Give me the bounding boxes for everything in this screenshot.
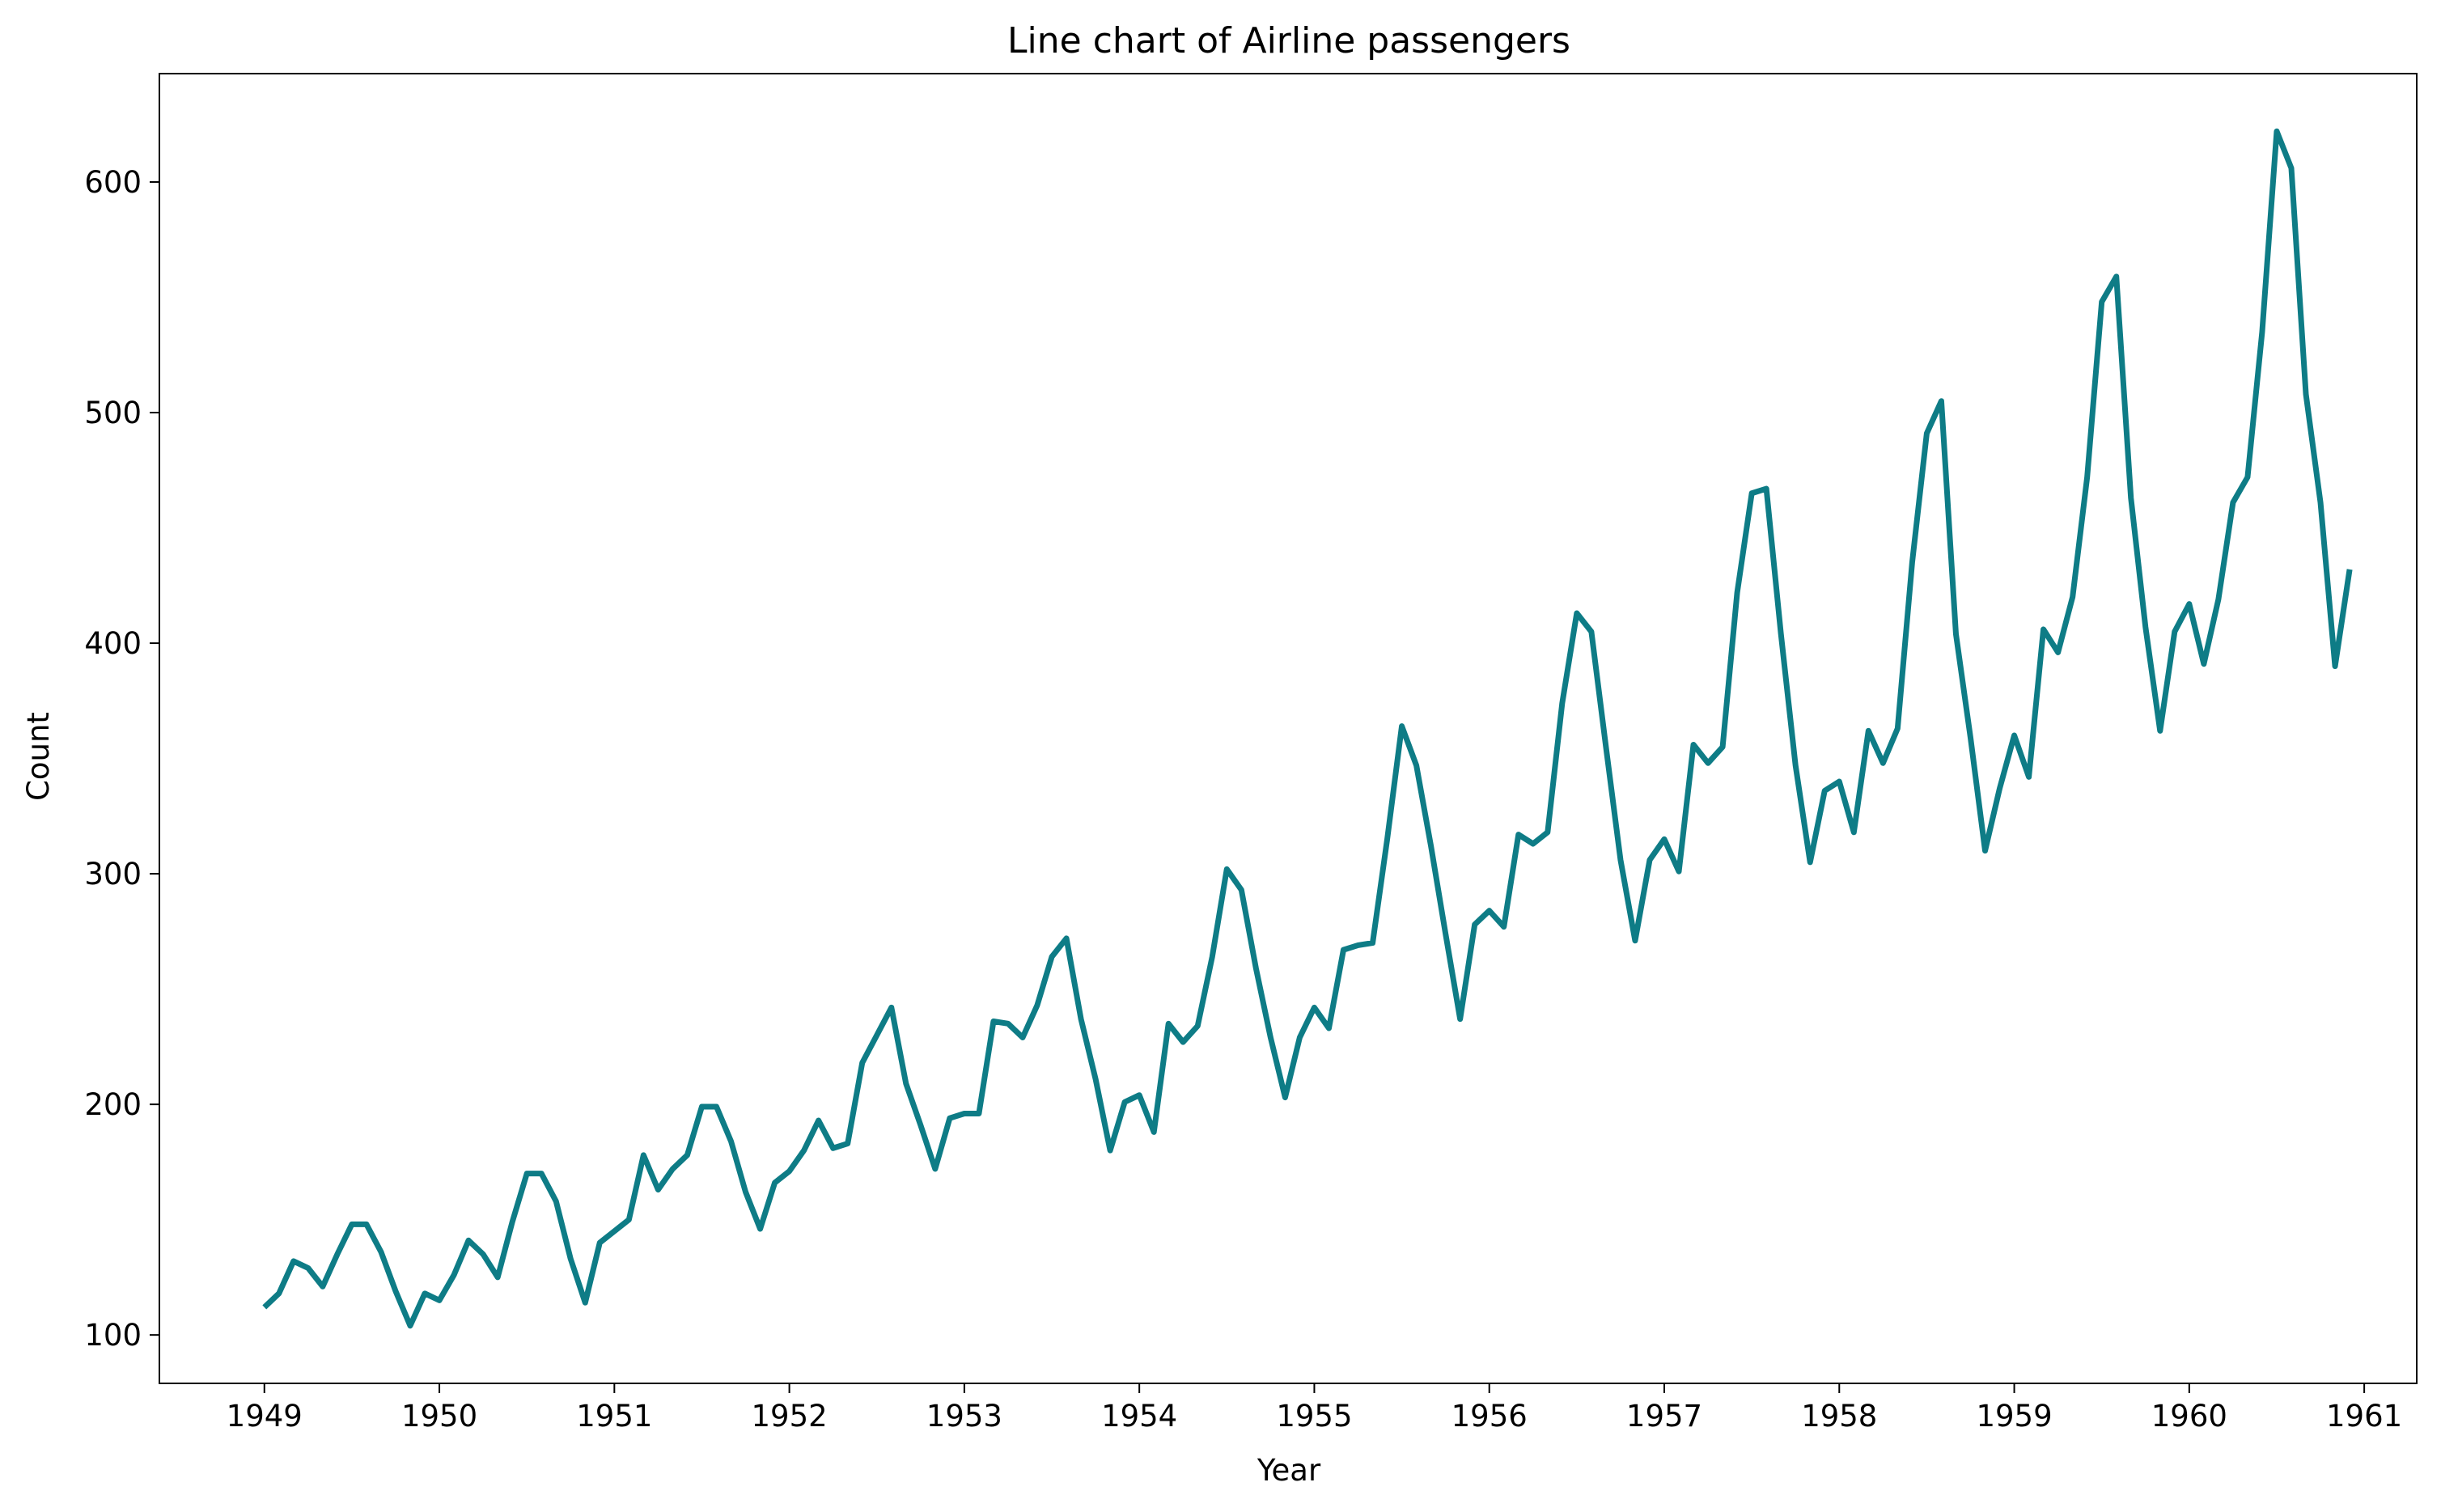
- x-tick-label-1952: 1952: [752, 1399, 828, 1434]
- x-tick-label-1953: 1953: [926, 1399, 1002, 1434]
- y-tick-label-200: 200: [84, 1087, 142, 1122]
- x-axis-label: Year: [1257, 1453, 1321, 1488]
- series-line-passengers: [262, 128, 2353, 1329]
- x-tick-label-1960: 1960: [2151, 1399, 2227, 1434]
- y-tick-label-400: 400: [84, 626, 142, 661]
- x-tick-label-1956: 1956: [1451, 1399, 1528, 1434]
- x-tick-label-1957: 1957: [1626, 1399, 1702, 1434]
- x-tick-label-1961: 1961: [2326, 1399, 2402, 1434]
- x-tick-label-1949: 1949: [227, 1399, 303, 1434]
- x-tick-label-1954: 1954: [1101, 1399, 1177, 1434]
- y-tick-label-300: 300: [84, 857, 142, 892]
- y-tick-label-100: 100: [84, 1318, 142, 1353]
- x-tick-label-1955: 1955: [1276, 1399, 1352, 1434]
- plot-area: 1949 1950 1951 1952 1953 1954 1955 1956 1957 1958…: [84, 73, 2418, 1434]
- x-tick-label-1959: 1959: [1976, 1399, 2052, 1434]
- chart-title: Line chart of Airline passengers: [1007, 20, 1570, 61]
- axes-frame: [159, 73, 2418, 1384]
- x-tick-label-1951: 1951: [576, 1399, 652, 1434]
- x-tick-label-1958: 1958: [1801, 1399, 1877, 1434]
- y-axis-label: Count: [21, 712, 56, 801]
- x-tick-label-1950: 1950: [401, 1399, 477, 1434]
- y-tick-label-600: 600: [84, 165, 142, 200]
- y-tick-label-500: 500: [84, 396, 142, 430]
